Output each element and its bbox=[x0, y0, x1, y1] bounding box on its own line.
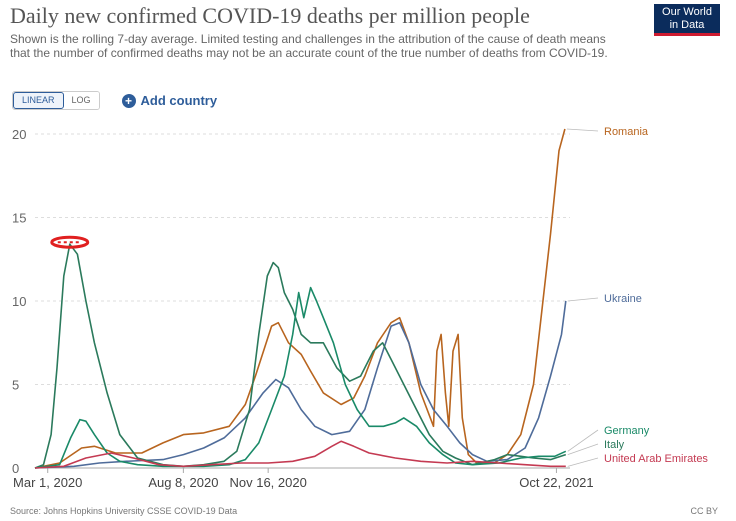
legend-connector-germany bbox=[567, 429, 599, 452]
legend-label-romania: Romania bbox=[604, 126, 649, 138]
series-line-ukraine bbox=[34, 300, 567, 469]
chart-title: Daily new confirmed COVID-19 deaths per … bbox=[10, 3, 530, 28]
x-axis-ticks: Mar 1, 2020 Aug 8, 2020 Nov 16, 2020 Oct 22… bbox=[13, 468, 594, 490]
chart-annotation bbox=[50, 235, 90, 249]
legend-label-italy: Italy bbox=[604, 439, 625, 451]
chart-series bbox=[34, 128, 567, 469]
logo-line-1: Our World bbox=[662, 6, 712, 18]
source-note[interactable]: Source: Johns Hopkins University CSSE CO… bbox=[10, 506, 238, 516]
legend-label-united-arab-emirates: United Arab Emirates bbox=[604, 453, 708, 465]
y-axis-ticks: 0 5 10 15 20 bbox=[12, 127, 26, 476]
y-tick-label-10: 10 bbox=[12, 294, 26, 309]
plus-circle-icon: + bbox=[121, 93, 136, 108]
add-country-label: Add country bbox=[140, 93, 218, 108]
x-tick-label-2: Nov 16, 2020 bbox=[229, 475, 306, 490]
owid-logo[interactable]: Our World in Data bbox=[654, 4, 720, 36]
y-tick-label-20: 20 bbox=[12, 127, 26, 142]
chart-legend: Romania Ukraine Italy Germany United Arab Em… bbox=[566, 126, 708, 467]
legend-label-germany: Germany bbox=[604, 425, 650, 437]
license-link[interactable]: CC BY bbox=[690, 506, 718, 516]
legend-connector-italy bbox=[567, 443, 599, 456]
chart-grid bbox=[35, 133, 570, 469]
scale-toggle: LINEAR LOG bbox=[12, 91, 100, 110]
y-tick-label-0: 0 bbox=[12, 461, 19, 476]
y-tick-label-15: 15 bbox=[12, 211, 26, 226]
y-tick-label-5: 5 bbox=[12, 378, 19, 393]
series-line-italy bbox=[34, 243, 567, 469]
legend-connector-united-arab-emirates bbox=[567, 457, 599, 467]
series-line-germany bbox=[34, 286, 567, 469]
line-chart: 0 5 10 15 20 Mar 1, 2020 Aug 8, 2020 Nov 16, 2… bbox=[12, 126, 708, 490]
peak-highlight-ellipse bbox=[50, 235, 90, 249]
linear-scale-button[interactable]: LINEAR bbox=[13, 92, 64, 109]
legend-connector-romania bbox=[566, 128, 599, 132]
add-country-button[interactable]: + Add country bbox=[121, 93, 218, 108]
chart-controls: LINEAR LOG + Add country bbox=[12, 91, 217, 110]
chart-header: Daily new confirmed COVID-19 deaths per … bbox=[10, 3, 630, 61]
series-line-united-arab-emirates bbox=[34, 440, 566, 469]
logo-line-2: in Data bbox=[669, 19, 705, 31]
log-scale-button[interactable]: LOG bbox=[63, 92, 99, 109]
legend-label-ukraine: Ukraine bbox=[604, 293, 642, 305]
chart-subtitle: Shown is the rolling 7-day average. Limi… bbox=[10, 32, 608, 60]
legend-connector-ukraine bbox=[567, 297, 599, 302]
x-tick-label-0: Mar 1, 2020 bbox=[13, 475, 82, 490]
x-tick-label-3: Oct 22, 2021 bbox=[519, 475, 593, 490]
x-tick-label-1: Aug 8, 2020 bbox=[148, 475, 218, 490]
